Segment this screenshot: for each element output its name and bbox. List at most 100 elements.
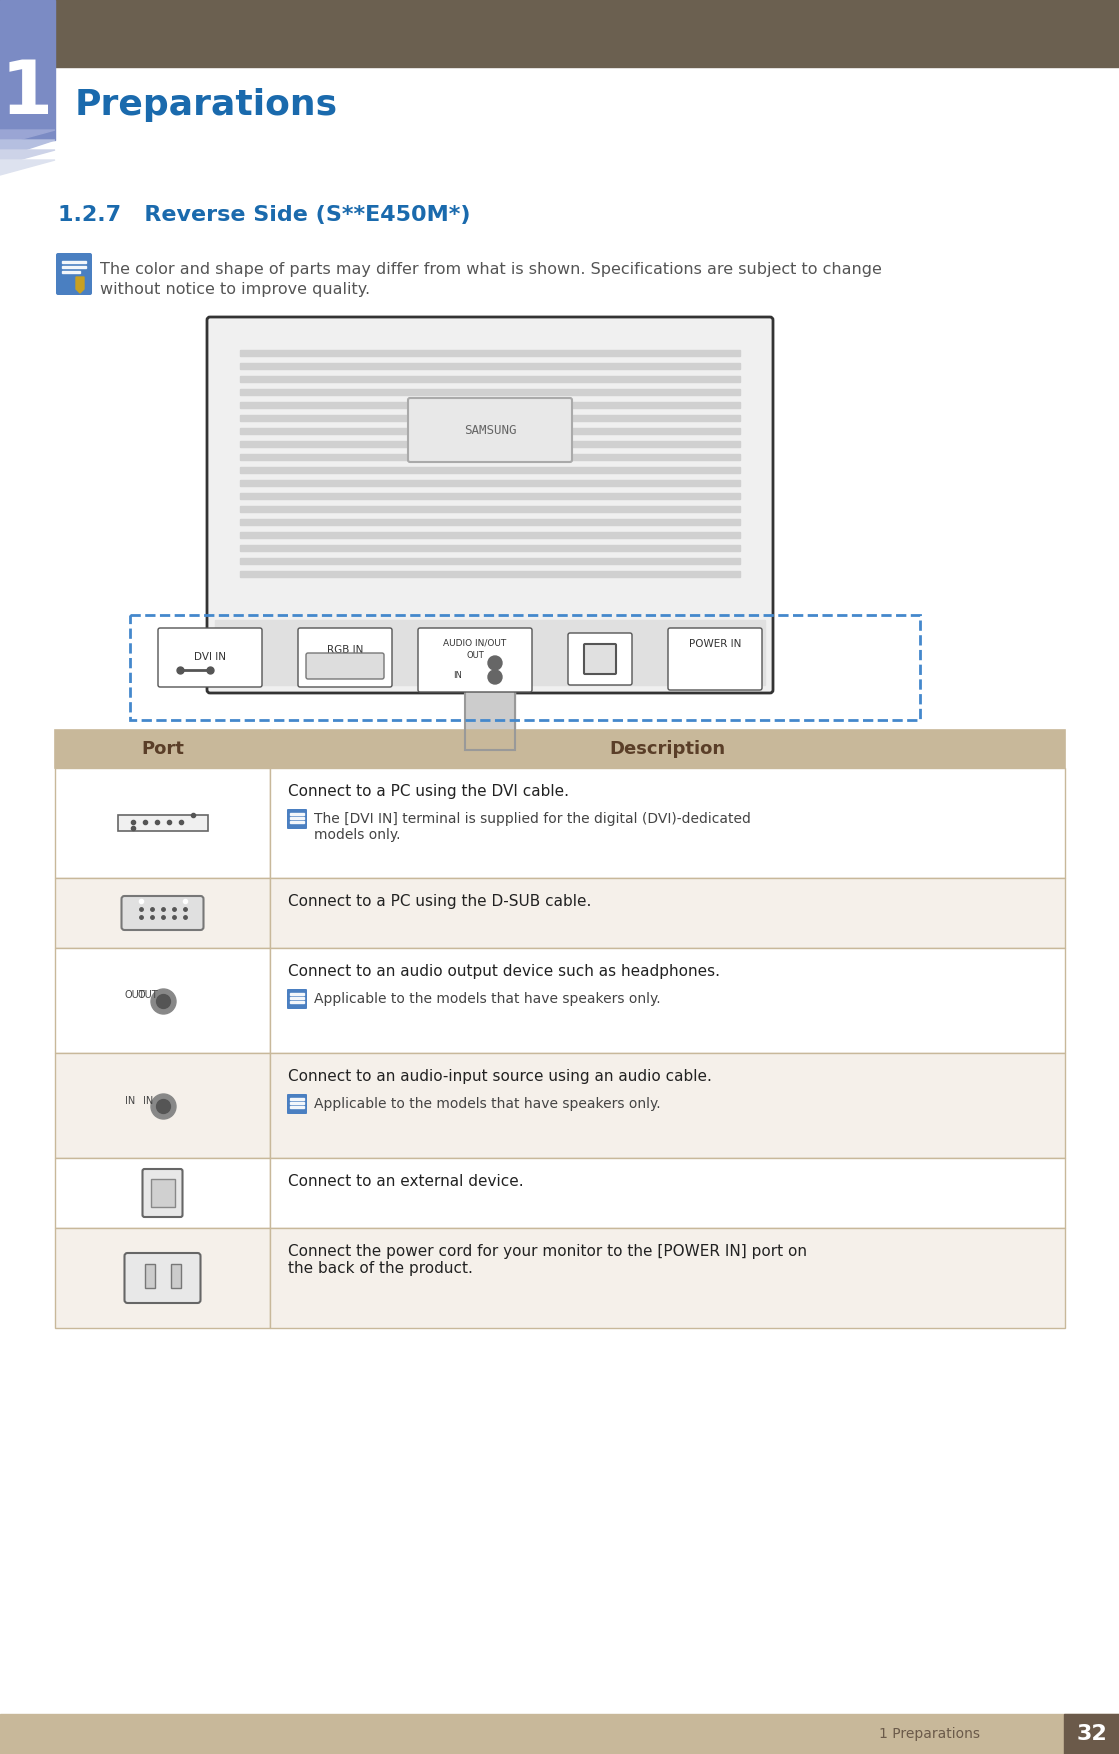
Bar xyxy=(466,689,515,751)
Text: Connect to an external device.: Connect to an external device. xyxy=(288,1173,524,1189)
Bar xyxy=(270,947,1065,1052)
FancyBboxPatch shape xyxy=(286,989,307,1009)
Polygon shape xyxy=(0,160,55,175)
FancyBboxPatch shape xyxy=(584,644,615,674)
Bar xyxy=(55,1158,270,1228)
Bar xyxy=(239,363,740,368)
Bar xyxy=(55,1052,270,1158)
Bar xyxy=(239,428,740,433)
Bar xyxy=(239,389,740,395)
Bar xyxy=(144,1265,154,1287)
Bar xyxy=(290,821,304,823)
FancyBboxPatch shape xyxy=(158,628,262,688)
Bar xyxy=(239,505,740,512)
FancyBboxPatch shape xyxy=(286,1094,307,1114)
Text: Connect the power cord for your monitor to the [POWER IN] port on
the back of th: Connect the power cord for your monitor … xyxy=(288,1244,807,1277)
Bar xyxy=(130,616,920,719)
Bar xyxy=(290,993,304,995)
Text: Connect to a PC using the DVI cable.: Connect to a PC using the DVI cable. xyxy=(288,784,568,800)
Bar xyxy=(239,558,740,565)
Text: OUT: OUT xyxy=(124,991,145,1000)
Text: Connect to an audio output device such as headphones.: Connect to an audio output device such a… xyxy=(288,965,720,979)
Bar xyxy=(270,1228,1065,1328)
Bar xyxy=(290,817,304,819)
Bar xyxy=(290,1107,304,1109)
Text: IN: IN xyxy=(124,1096,134,1105)
Polygon shape xyxy=(0,130,55,146)
Bar xyxy=(290,1102,304,1103)
Bar xyxy=(55,879,270,947)
FancyBboxPatch shape xyxy=(286,809,307,830)
Bar xyxy=(0,0,1119,67)
Bar xyxy=(290,1002,304,1003)
Bar xyxy=(239,545,740,551)
Bar xyxy=(239,375,740,382)
Bar xyxy=(239,351,740,356)
Text: Preparations: Preparations xyxy=(75,88,338,123)
Bar xyxy=(55,947,270,1052)
Text: Applicable to the models that have speakers only.: Applicable to the models that have speak… xyxy=(314,1096,660,1110)
Bar xyxy=(55,1228,270,1328)
Bar xyxy=(62,267,86,268)
Bar xyxy=(62,261,86,263)
Bar xyxy=(290,996,304,1000)
Bar xyxy=(0,0,55,140)
Text: AUDIO IN/OUT: AUDIO IN/OUT xyxy=(443,638,507,647)
Bar xyxy=(239,454,740,460)
Text: 32: 32 xyxy=(1076,1724,1107,1743)
FancyBboxPatch shape xyxy=(568,633,632,686)
Circle shape xyxy=(488,670,502,684)
Bar xyxy=(290,814,304,816)
FancyBboxPatch shape xyxy=(124,1252,200,1303)
Bar xyxy=(62,272,79,274)
Bar xyxy=(55,768,270,879)
Bar xyxy=(215,619,765,686)
Text: SAMSUNG: SAMSUNG xyxy=(463,423,516,437)
FancyBboxPatch shape xyxy=(305,652,384,679)
Bar xyxy=(239,467,740,474)
Text: Description: Description xyxy=(610,740,725,758)
Text: without notice to improve quality.: without notice to improve quality. xyxy=(100,282,370,296)
FancyBboxPatch shape xyxy=(668,628,762,689)
Bar xyxy=(170,1265,180,1287)
Bar xyxy=(239,402,740,409)
Circle shape xyxy=(488,656,502,670)
Text: 1.2.7   Reverse Side (S**E450M*): 1.2.7 Reverse Side (S**E450M*) xyxy=(58,205,470,225)
Bar xyxy=(55,730,270,768)
FancyBboxPatch shape xyxy=(207,317,773,693)
FancyBboxPatch shape xyxy=(122,896,204,930)
FancyBboxPatch shape xyxy=(419,628,532,693)
Bar xyxy=(270,730,1065,768)
Text: POWER IN: POWER IN xyxy=(689,638,741,649)
Bar xyxy=(239,440,740,447)
Text: Applicable to the models that have speakers only.: Applicable to the models that have speak… xyxy=(314,993,660,1007)
Bar xyxy=(290,1098,304,1100)
Text: OUT: OUT xyxy=(467,651,483,660)
Bar xyxy=(239,493,740,498)
Polygon shape xyxy=(450,751,530,810)
Text: IN: IN xyxy=(142,1096,153,1105)
Bar xyxy=(150,1179,175,1207)
Text: RGB IN: RGB IN xyxy=(327,645,364,654)
Bar xyxy=(239,481,740,486)
Bar xyxy=(270,879,1065,947)
FancyBboxPatch shape xyxy=(56,253,92,295)
FancyBboxPatch shape xyxy=(408,398,572,461)
Text: Connect to an audio-input source using an audio cable.: Connect to an audio-input source using a… xyxy=(288,1068,712,1084)
Bar xyxy=(239,572,740,577)
Bar xyxy=(270,1158,1065,1228)
Bar xyxy=(239,531,740,538)
Polygon shape xyxy=(0,151,55,165)
Bar xyxy=(117,816,207,831)
Bar xyxy=(239,519,740,524)
Bar xyxy=(270,1052,1065,1158)
Text: DVI IN: DVI IN xyxy=(194,652,226,661)
Bar xyxy=(239,416,740,421)
Text: The color and shape of parts may differ from what is shown. Specifications are s: The color and shape of parts may differ … xyxy=(100,261,882,277)
Bar xyxy=(270,768,1065,879)
FancyBboxPatch shape xyxy=(387,802,593,833)
Text: OUT: OUT xyxy=(138,991,158,1000)
Text: IN: IN xyxy=(453,672,462,681)
Bar xyxy=(1064,1714,1119,1754)
Text: 1 Preparations: 1 Preparations xyxy=(880,1728,980,1742)
